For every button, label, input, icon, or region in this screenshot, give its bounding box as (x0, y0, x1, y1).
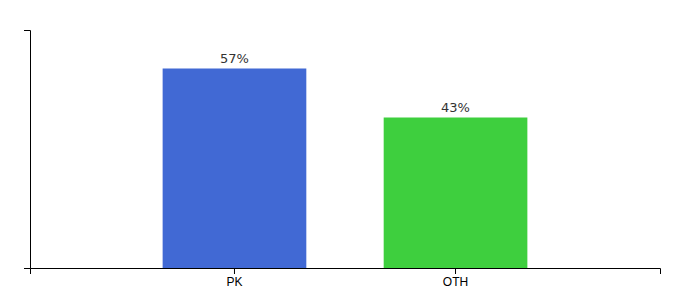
x-tick-label: OTH (443, 275, 468, 289)
x-axis-line (31, 269, 661, 275)
x-axis: PK OTH (31, 268, 661, 289)
y-axis (24, 31, 31, 269)
data-label: 57% (220, 51, 249, 66)
data-label: 43% (441, 100, 470, 115)
x-tick-label: PK (226, 275, 242, 289)
chart-container: PK OTH 57% 43% (0, 0, 680, 300)
y-axis-line (24, 31, 31, 269)
x-tick: PK (226, 268, 242, 289)
data-labels: 57% 43% (220, 51, 470, 115)
bars (163, 69, 528, 269)
plot-area: PK OTH 57% 43% (24, 31, 661, 289)
bar (384, 118, 528, 269)
x-tick-mark (455, 268, 456, 274)
x-tick-mark (234, 268, 235, 274)
bar (163, 69, 307, 269)
x-tick: OTH (443, 268, 468, 289)
chart-svg: PK OTH 57% 43% (0, 0, 680, 300)
